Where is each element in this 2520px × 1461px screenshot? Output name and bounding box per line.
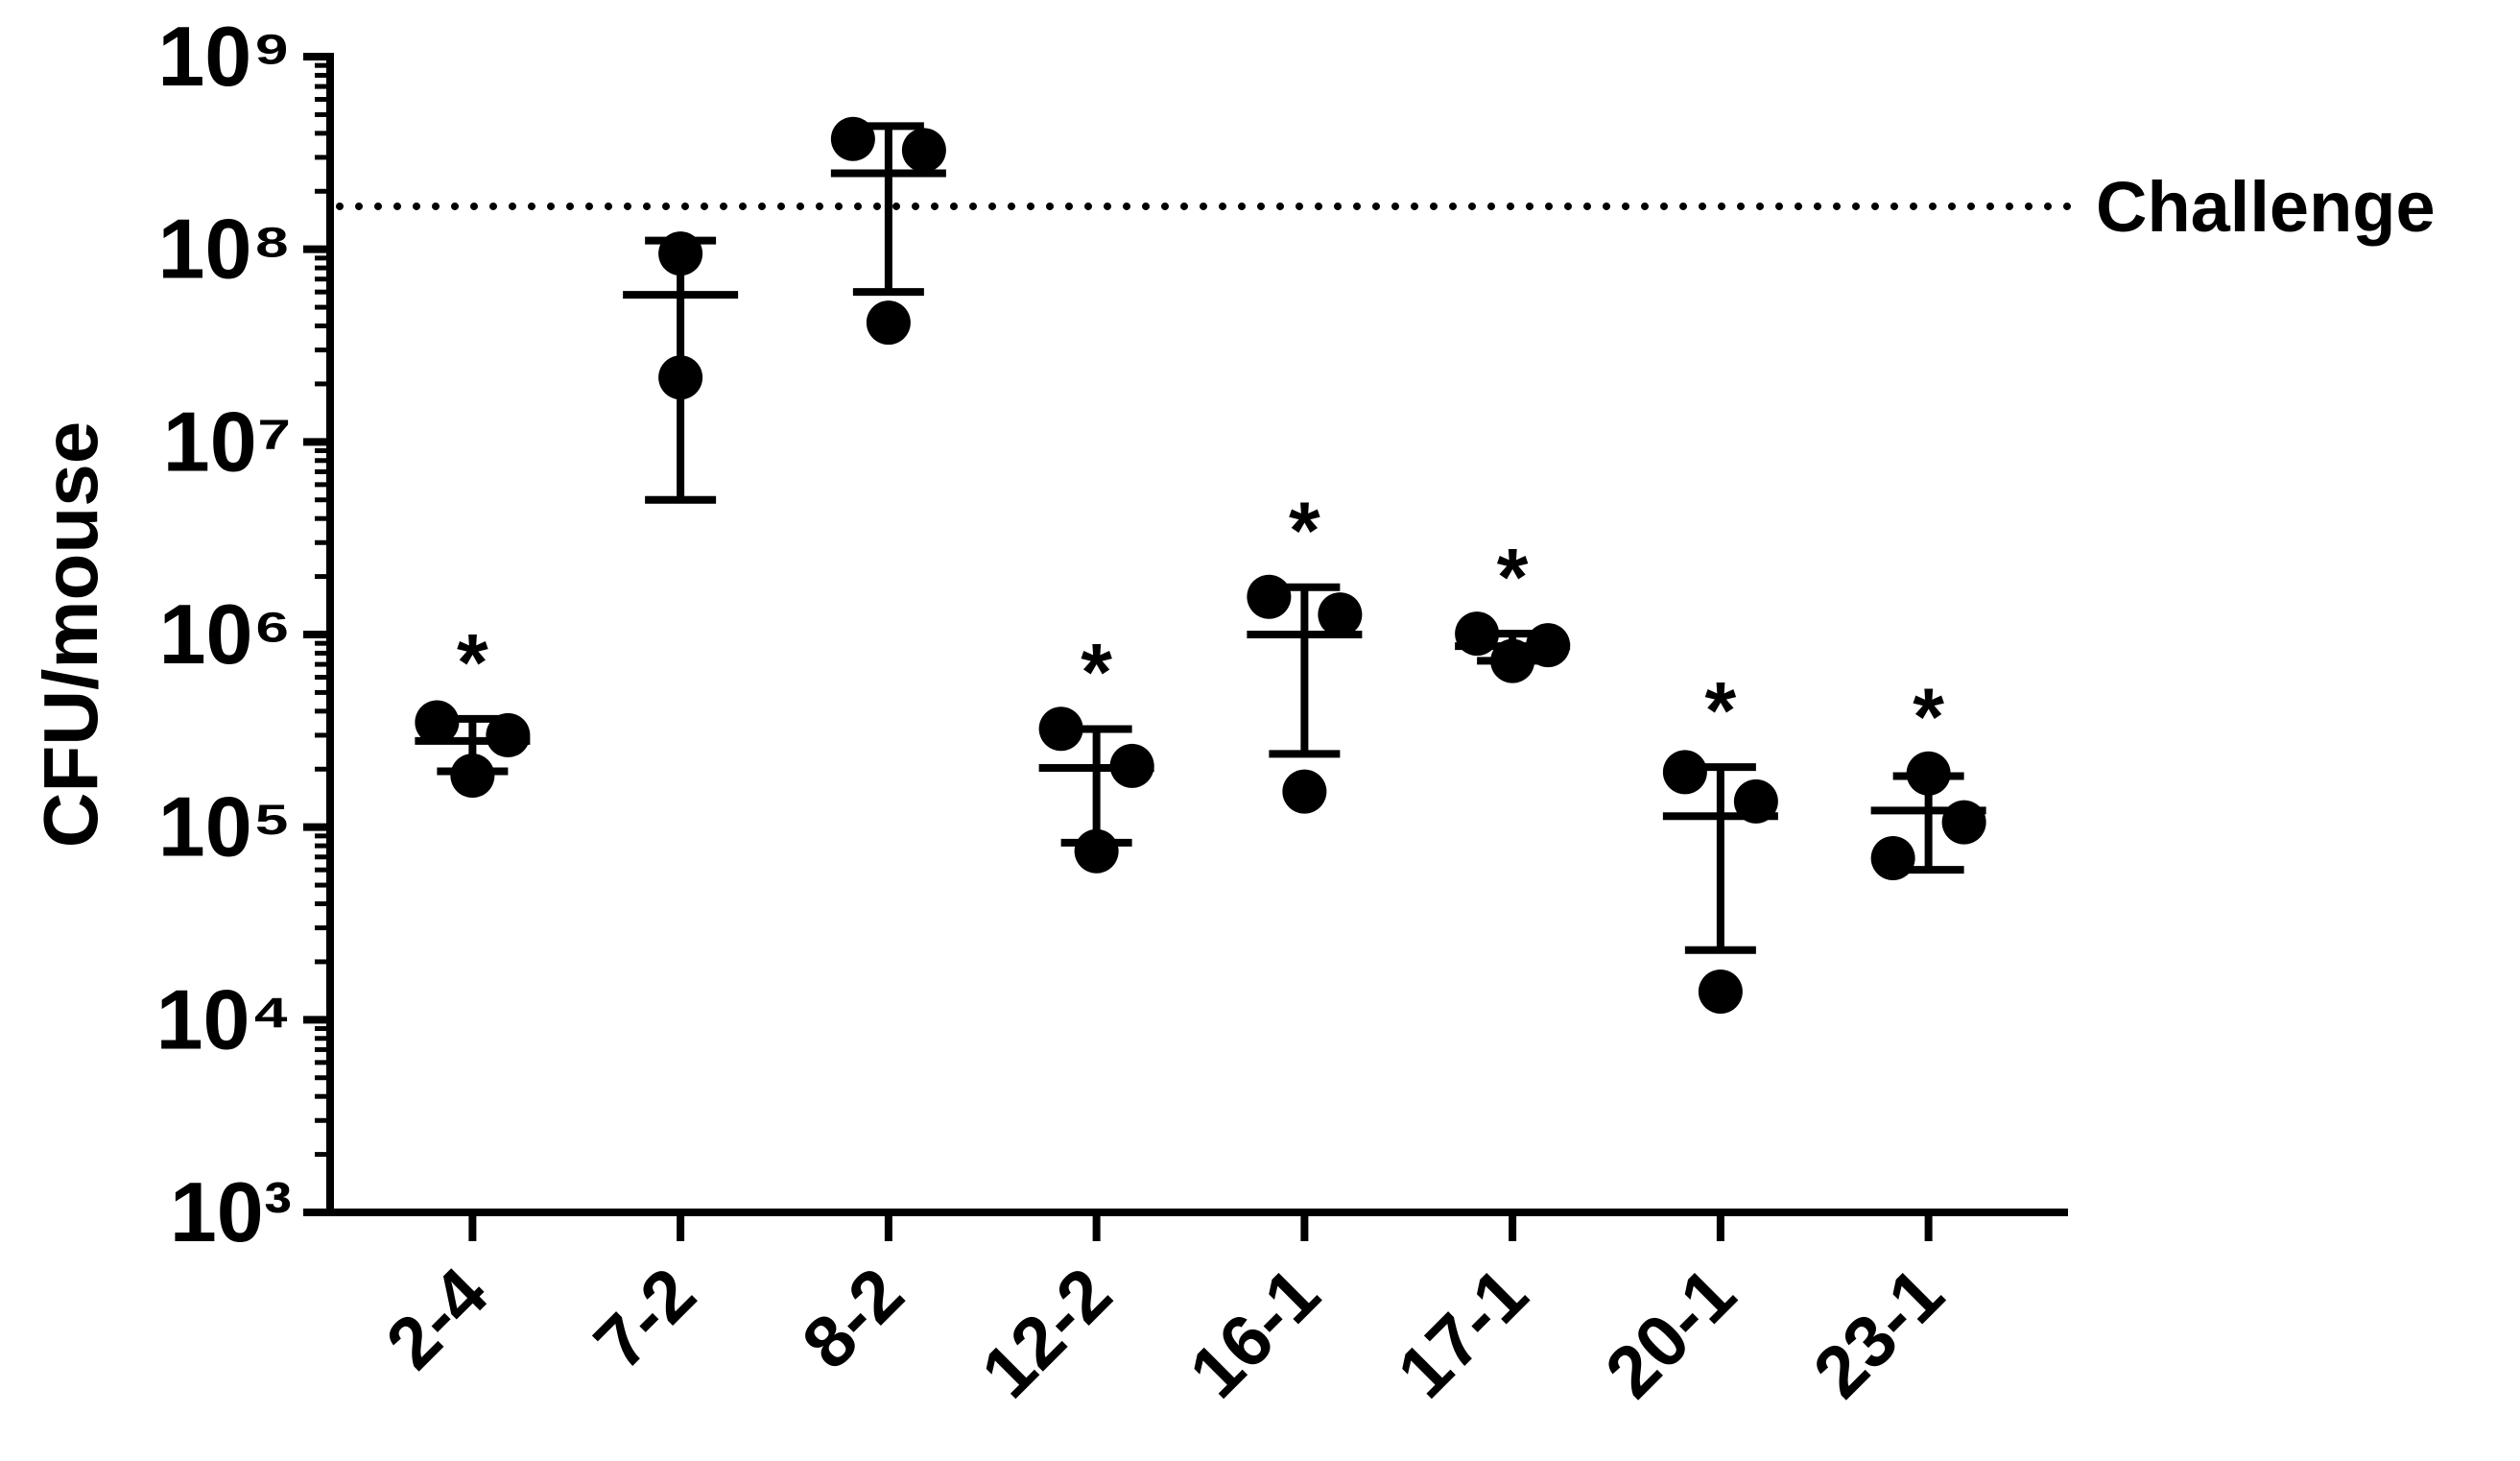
- significance-marker: *: [457, 617, 488, 707]
- x-tick-label: 17-1: [1382, 1253, 1543, 1414]
- x-tick-label: 16-1: [1175, 1253, 1336, 1414]
- data-point: [1698, 970, 1743, 1015]
- data-point: [866, 300, 911, 346]
- significance-marker: *: [1289, 486, 1320, 576]
- data-point: [901, 128, 946, 173]
- y-tick-label: 10⁷: [163, 394, 292, 489]
- x-tick-label: 23-1: [1798, 1253, 1960, 1414]
- x-tick-label: 8-2: [787, 1253, 919, 1385]
- significance-marker: *: [1913, 672, 1944, 762]
- y-axis-label: CFU/mouse: [28, 421, 113, 849]
- x-tick-label: 2-4: [371, 1253, 504, 1385]
- data-point: [1662, 750, 1707, 795]
- x-tick-label: 12-2: [966, 1253, 1128, 1414]
- x-tick-label: 7-2: [579, 1253, 711, 1385]
- y-tick-label: 10⁴: [156, 971, 292, 1066]
- significance-marker: *: [1081, 627, 1112, 717]
- reference-label: Challenge: [2096, 167, 2436, 247]
- data-point: [1282, 769, 1327, 814]
- x-tick-label: 20-1: [1590, 1253, 1751, 1414]
- y-tick-label: 10⁵: [158, 779, 292, 874]
- significance-marker: *: [1497, 532, 1529, 622]
- significance-marker: *: [1705, 665, 1737, 755]
- data-point: [1318, 592, 1363, 637]
- y-tick-label: 10⁸: [158, 202, 292, 297]
- data-point: [486, 712, 531, 757]
- data-point: [450, 754, 495, 799]
- y-tick-label: 10⁹: [157, 9, 292, 104]
- y-tick-label: 10⁶: [159, 587, 292, 682]
- y-tick-label: 10³: [170, 1164, 292, 1259]
- data-point: [1247, 574, 1292, 619]
